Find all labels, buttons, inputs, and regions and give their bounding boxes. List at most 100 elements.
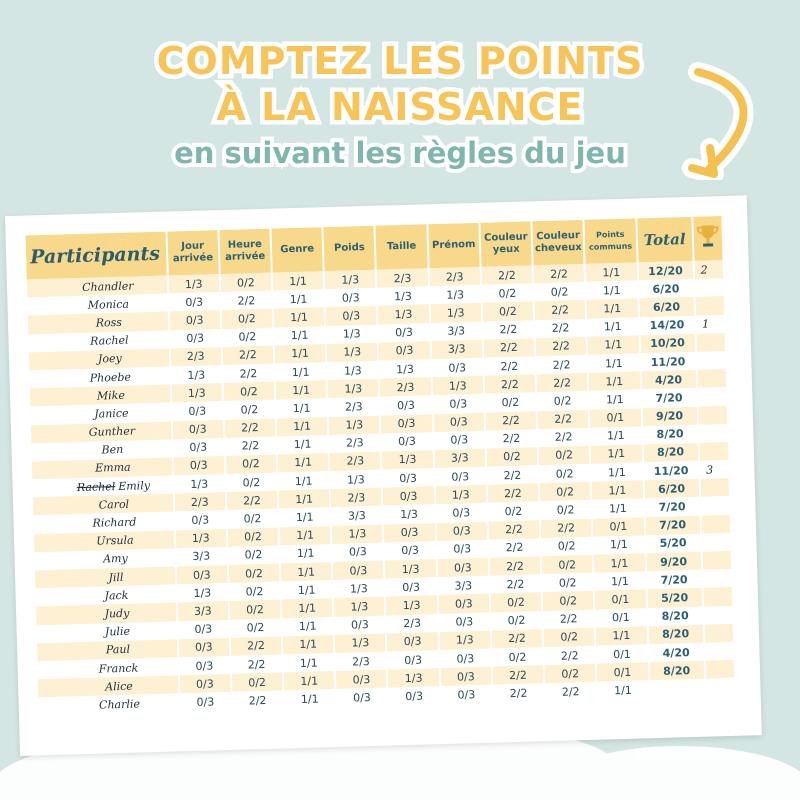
score-taille: 1/3 xyxy=(376,286,430,307)
score-prenom: 0/3 xyxy=(430,357,484,378)
score-prenom: 0/3 xyxy=(436,557,490,578)
score-total: 9/20 xyxy=(645,551,702,572)
score-prenom: 0/3 xyxy=(440,684,493,705)
score-taille: 0/3 xyxy=(380,413,433,434)
score-points: 1/1 xyxy=(587,353,641,373)
score-poids: 1/3 xyxy=(333,596,386,617)
score-yeux: 2/2 xyxy=(487,519,541,540)
score-points: 0/1 xyxy=(594,607,648,628)
score-taille: 2/3 xyxy=(376,268,429,288)
participant-name-text: Richard xyxy=(92,515,137,530)
score-poids: 1/3 xyxy=(326,360,380,381)
score-cheveux: 0/2 xyxy=(536,391,589,411)
score-cheveux: 2/2 xyxy=(539,518,593,539)
score-genre: 1/1 xyxy=(278,507,332,528)
score-poids: 2/3 xyxy=(329,451,382,472)
score-poids: 3/3 xyxy=(330,506,384,526)
score-cheveux: 0/2 xyxy=(537,445,591,466)
score-heure: 0/2 xyxy=(224,454,278,475)
rank xyxy=(695,332,727,352)
header-genre: Genre xyxy=(270,227,324,273)
score-taille: 0/3 xyxy=(377,322,431,343)
score-poids: 1/3 xyxy=(325,342,379,363)
rank: 1 xyxy=(694,314,726,334)
score-prenom: 1/3 xyxy=(438,630,492,651)
score-points: 1/1 xyxy=(590,462,644,483)
score-total: 8/20 xyxy=(647,624,705,645)
score-cheveux: 0/2 xyxy=(541,572,595,593)
participant-name-text: Charlie xyxy=(98,697,141,712)
participant-name-text: Monica xyxy=(87,297,130,312)
participant-name-text: Ben xyxy=(101,443,124,457)
score-heure: 0/2 xyxy=(222,381,276,402)
score-prenom: 0/3 xyxy=(432,430,486,451)
rank xyxy=(699,496,731,516)
score-genre: 1/1 xyxy=(277,489,331,509)
score-cheveux: 0/2 xyxy=(538,463,592,484)
score-prenom: 0/3 xyxy=(434,503,488,523)
score-prenom: 0/3 xyxy=(439,648,492,669)
rank xyxy=(703,623,735,643)
score-cheveux: 2/2 xyxy=(542,609,596,629)
score-genre: 1/1 xyxy=(273,325,326,346)
score-cheveux: 0/2 xyxy=(543,663,597,684)
score-jour: 1/3 xyxy=(170,383,224,403)
score-prenom: 3/3 xyxy=(436,575,490,596)
score-yeux: 2/2 xyxy=(485,428,538,449)
score-heure: 0/2 xyxy=(228,581,281,602)
score-yeux: 2/2 xyxy=(484,410,538,431)
score-heure: 0/2 xyxy=(228,599,282,620)
score-yeux: 2/2 xyxy=(486,465,539,485)
score-cheveux: 0/2 xyxy=(538,482,592,502)
score-jour: 3/3 xyxy=(176,601,230,621)
score-taille: 1/3 xyxy=(382,504,436,525)
score-genre: 1/1 xyxy=(280,598,334,619)
score-points: 1/1 xyxy=(590,444,643,464)
header-cheveux: Couleur cheveux xyxy=(531,219,585,266)
score-heure: 0/2 xyxy=(220,309,274,329)
score-jour: 0/3 xyxy=(176,619,230,640)
score-yeux: 0/2 xyxy=(490,610,543,631)
score-prenom: 3/3 xyxy=(433,448,487,469)
score-genre: 1/1 xyxy=(272,289,325,310)
score-genre: 1/1 xyxy=(275,398,329,419)
score-points: 1/1 xyxy=(589,426,643,446)
score-heure: 2/2 xyxy=(229,636,283,656)
score-points: 1/1 xyxy=(585,298,639,319)
score-taille: 2/3 xyxy=(379,377,432,397)
score-taille: 0/3 xyxy=(384,577,438,597)
score-cheveux: 0/2 xyxy=(541,591,595,611)
score-points: 0/1 xyxy=(595,644,649,664)
score-prenom: 0/3 xyxy=(433,466,487,487)
score-taille: 1/3 xyxy=(385,595,438,616)
score-taille: 0/3 xyxy=(381,468,435,488)
score-poids: 1/3 xyxy=(332,578,386,599)
score-heure: 2/2 xyxy=(231,690,284,711)
participant-name-text: Ross xyxy=(95,315,123,330)
rank xyxy=(696,369,728,389)
score-jour: 0/3 xyxy=(168,310,222,331)
rank xyxy=(697,405,729,425)
participant-name-text: Judy xyxy=(104,606,130,621)
score-points: 1/1 xyxy=(588,389,642,410)
score-table: Participants Jour arrivée Heure arrivée … xyxy=(25,216,737,716)
score-total xyxy=(648,679,706,699)
score-total: 9/20 xyxy=(641,406,698,427)
score-prenom: 1/3 xyxy=(428,284,482,305)
score-jour: 0/3 xyxy=(178,674,232,694)
score-heure: 0/2 xyxy=(225,472,278,493)
score-poids: 1/3 xyxy=(323,269,377,290)
score-yeux: 2/2 xyxy=(490,628,544,649)
score-jour: 0/3 xyxy=(175,564,229,585)
score-yeux: 2/2 xyxy=(488,538,541,558)
score-yeux: 2/2 xyxy=(492,683,545,704)
score-poids: 1/3 xyxy=(329,469,383,490)
score-genre: 1/1 xyxy=(275,416,329,437)
score-taille: 0/3 xyxy=(383,540,437,561)
score-heure: 2/2 xyxy=(222,363,275,384)
rank xyxy=(700,514,732,534)
score-taille: 0/3 xyxy=(386,631,440,652)
headline-line-2: À LA NAISSANCE xyxy=(212,81,587,134)
score-genre: 1/1 xyxy=(272,307,326,328)
score-heure: 2/2 xyxy=(223,418,277,438)
